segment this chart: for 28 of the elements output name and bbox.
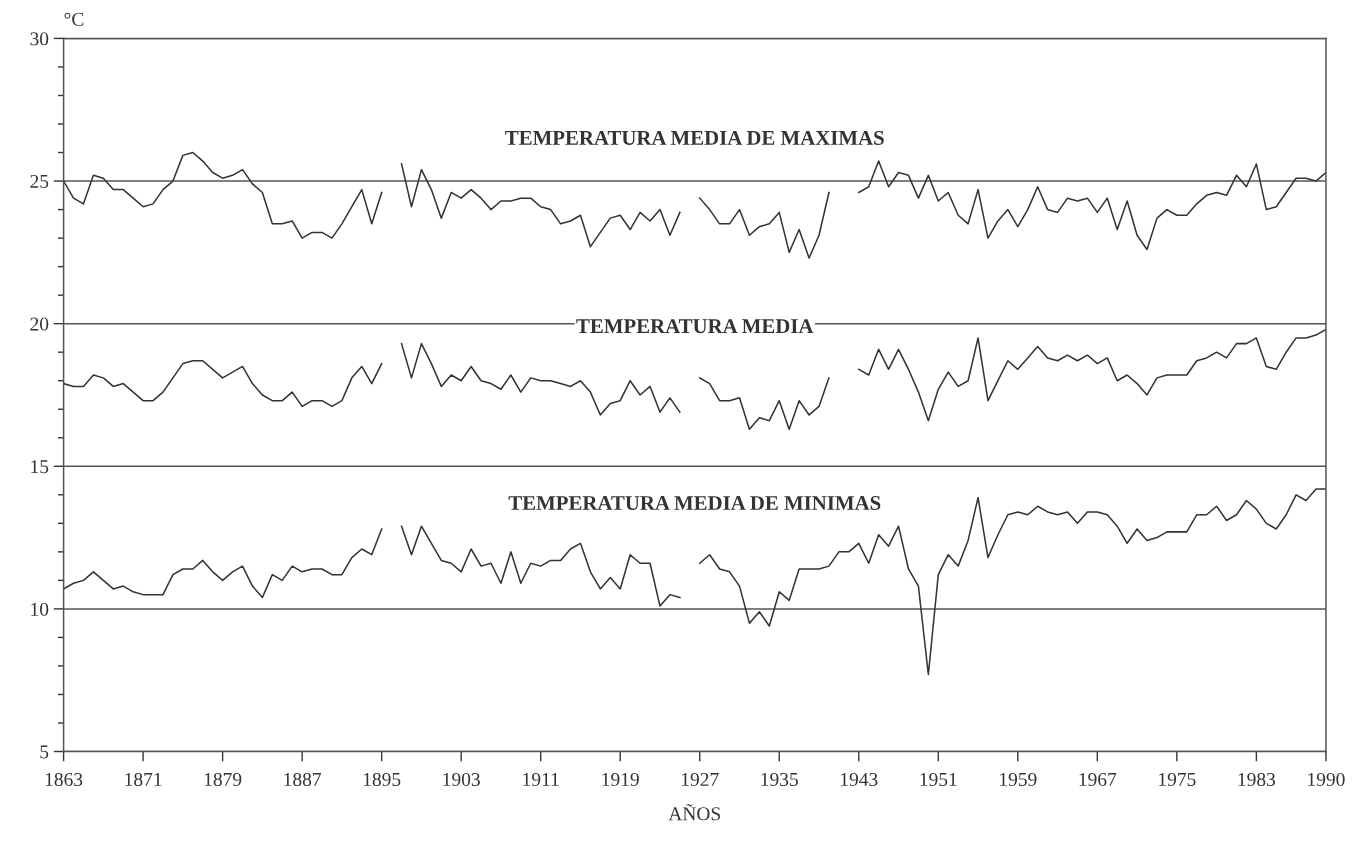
y-tick-label: 25	[30, 174, 49, 188]
y-tick-label: 30	[30, 32, 49, 46]
x-tick-label: 1983	[1238, 772, 1276, 787]
y-tick-label: 15	[31, 460, 49, 474]
series-label: TEMPERATURA MEDIA DE MAXIMAS	[505, 130, 884, 145]
x-tick-label: 1951	[920, 772, 957, 787]
y-axis-title: °C	[64, 12, 84, 26]
y-tick-label: 5	[40, 745, 49, 759]
text: TEMPERATURA MEDIA	[576, 319, 814, 334]
x-tick-label: 1975	[1159, 772, 1196, 787]
x-tick-label: 1879	[204, 772, 242, 787]
x-tick-label: 1895	[363, 772, 401, 787]
x-tick-label: 1919	[602, 772, 639, 787]
x-tick-label: 1927	[682, 772, 719, 787]
x-tick-label: 1863	[45, 772, 83, 787]
x-tick-label: 1903	[443, 772, 480, 787]
x-tick-label: 1935	[761, 772, 798, 787]
x-tick-label: 1911	[523, 772, 559, 787]
x-tick-label: 1887	[284, 772, 322, 787]
x-tick-label: 1990	[1308, 772, 1345, 787]
x-tick-label: 1943	[841, 772, 878, 787]
x-tick-label: 1967	[1079, 772, 1117, 787]
series-label: TEMPERATURA MEDIA DE MINIMAS	[508, 496, 881, 511]
x-tick-label: 1959	[1000, 772, 1037, 787]
y-tick-label: 20	[30, 317, 49, 331]
y-tick-label: 10	[31, 602, 49, 616]
x-tick-label: 1871	[125, 772, 162, 787]
x-axis-title: AÑOS	[668, 803, 721, 821]
